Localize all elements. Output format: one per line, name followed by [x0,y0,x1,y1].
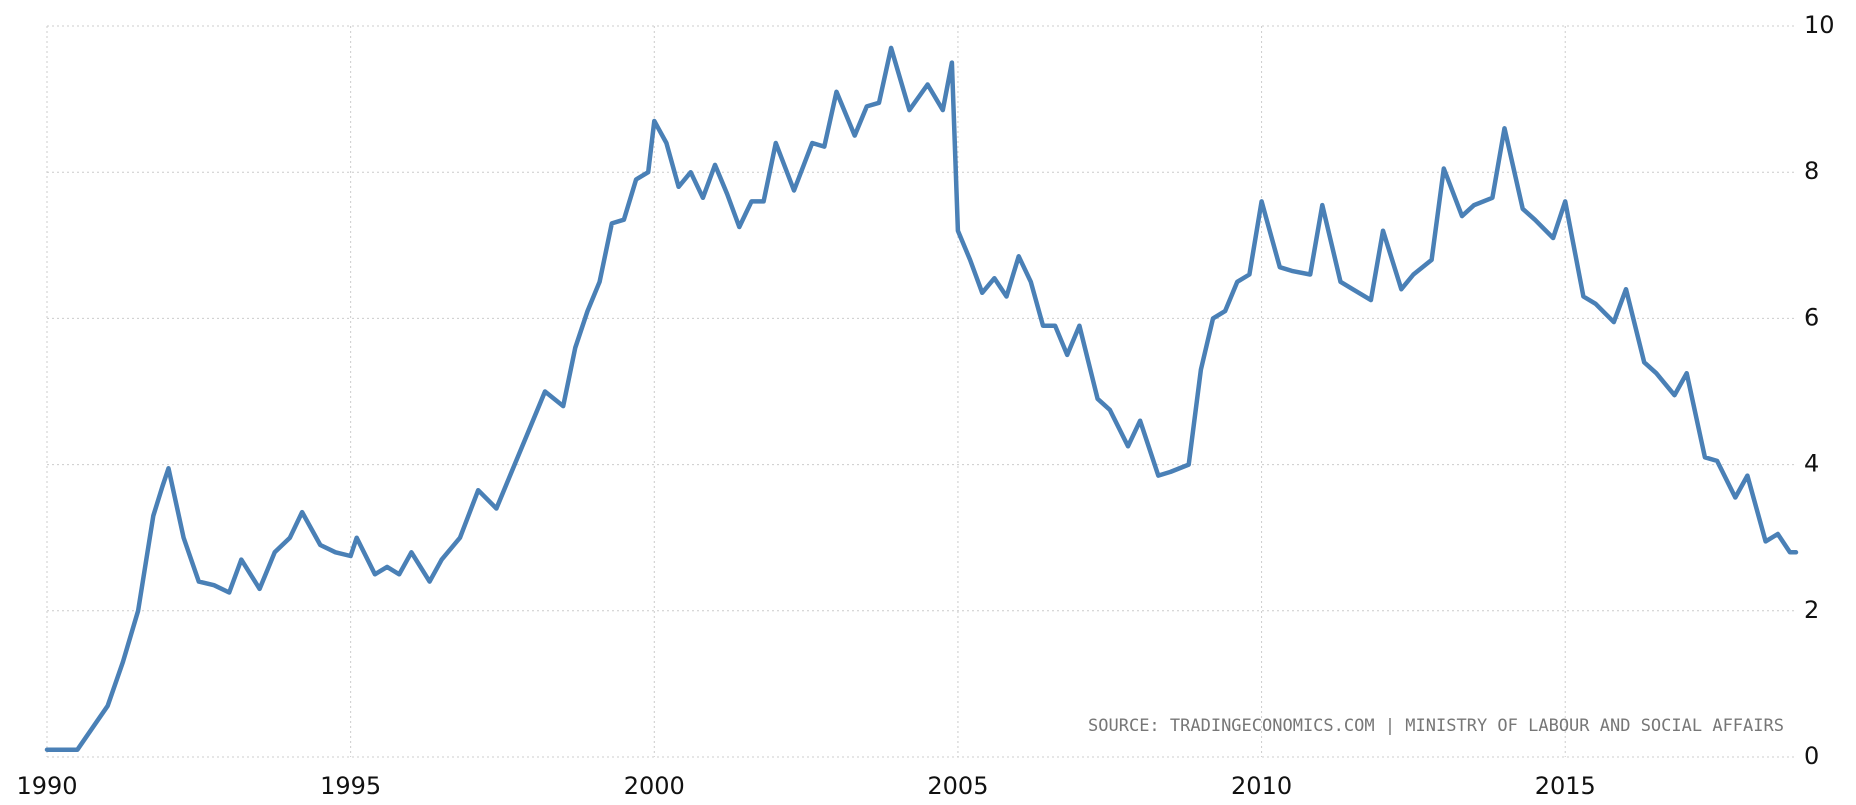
y-tick-label: 8 [1804,157,1819,185]
source-note: SOURCE: TRADINGECONOMICS.COM | MINISTRY … [1088,716,1784,736]
y-tick-label: 0 [1804,742,1819,770]
x-tick-label: 2015 [1535,772,1596,800]
x-tick-label: 2000 [624,772,685,800]
y-tick-label: 6 [1804,303,1819,331]
data-line [44,45,1799,752]
y-tick-label: 4 [1804,450,1819,478]
y-tick-label: 10 [1804,11,1835,39]
y-tick-label: 2 [1804,596,1819,624]
x-tick-label: 1995 [320,772,381,800]
x-tick-label: 2005 [927,772,988,800]
x-tick-label: 2010 [1231,772,1292,800]
x-tick-label: 1990 [16,772,77,800]
